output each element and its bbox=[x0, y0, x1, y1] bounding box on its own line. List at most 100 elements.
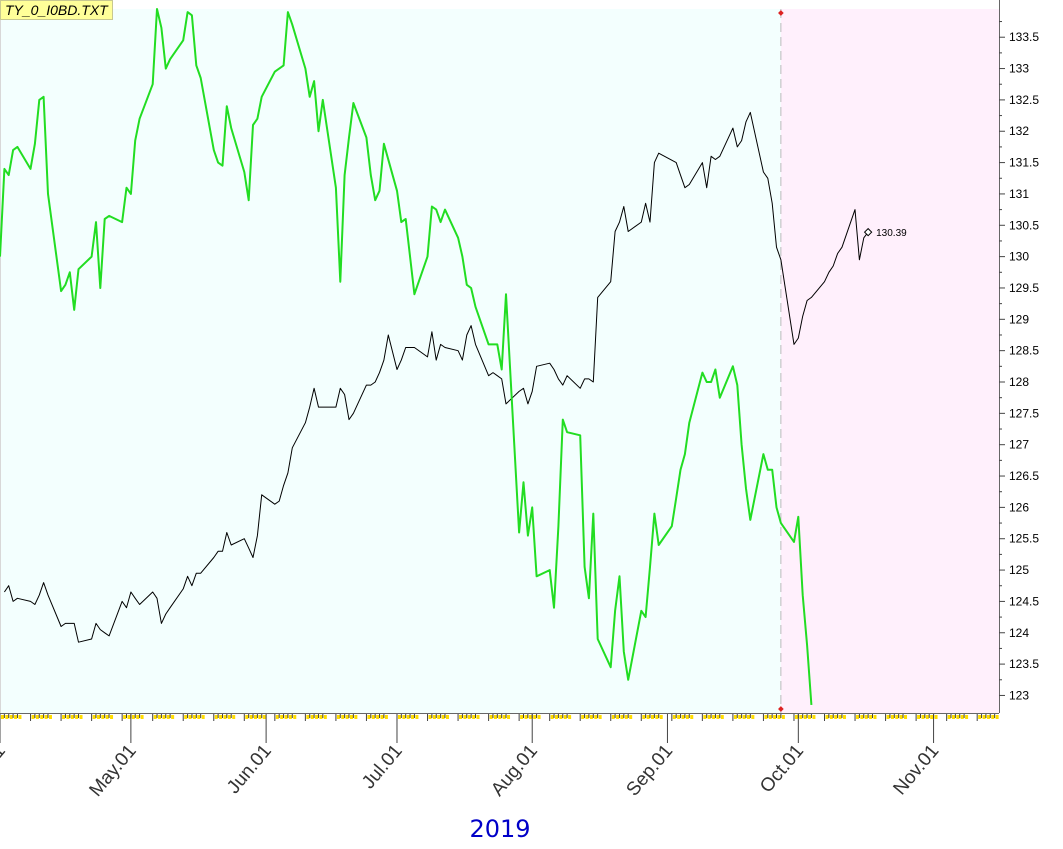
y-tick-label: 126.5 bbox=[1009, 469, 1039, 483]
date-tick-marker bbox=[367, 715, 371, 719]
y-tick-label: 130 bbox=[1009, 250, 1029, 264]
date-tick-marker bbox=[188, 715, 192, 719]
date-tick-marker bbox=[437, 715, 441, 719]
y-tick-label: 126 bbox=[1009, 500, 1029, 514]
x-axis: Apr.01 May.01 Jun.01 Jul.01 Aug.01 Sep.01 Oct.… bbox=[0, 714, 943, 801]
date-tick-marker bbox=[681, 715, 685, 719]
date-tick-marker bbox=[415, 715, 419, 719]
date-tick-marker bbox=[773, 715, 777, 719]
x-tick-label: Aug.01 bbox=[487, 741, 542, 801]
date-tick-marker bbox=[982, 715, 986, 719]
date-tick-marker bbox=[834, 715, 838, 719]
date-tick-marker bbox=[197, 715, 201, 719]
date-tick-marker bbox=[472, 715, 476, 719]
projection-background bbox=[780, 9, 999, 713]
date-tick-marker bbox=[397, 715, 401, 719]
date-tick-marker bbox=[153, 715, 157, 719]
date-tick-marker bbox=[803, 715, 807, 719]
date-tick-marker bbox=[869, 715, 873, 719]
date-tick-marker bbox=[742, 715, 746, 719]
date-tick-marker bbox=[162, 715, 166, 719]
date-tick-marker bbox=[315, 715, 319, 719]
date-tick-marker bbox=[685, 715, 689, 719]
date-tick-marker bbox=[105, 715, 109, 719]
date-tick-marker bbox=[258, 715, 262, 719]
y-tick-label: 128.5 bbox=[1009, 344, 1039, 358]
date-tick-marker bbox=[31, 715, 35, 719]
date-tick-marker bbox=[707, 715, 711, 719]
date-tick-marker bbox=[14, 715, 18, 719]
date-tick-marker bbox=[158, 715, 162, 719]
date-tick-marker bbox=[651, 715, 655, 719]
date-tick-marker bbox=[751, 715, 755, 719]
last-value-label: 130.39 bbox=[876, 228, 907, 239]
date-tick-marker bbox=[44, 715, 48, 719]
y-tick-label: 124.5 bbox=[1009, 594, 1039, 608]
date-tick-marker bbox=[201, 715, 205, 719]
date-tick-marker bbox=[232, 715, 236, 719]
y-tick-label: 129 bbox=[1009, 312, 1029, 326]
date-tick-marker bbox=[123, 715, 127, 719]
date-tick-strip bbox=[0, 714, 999, 721]
divider-bottom-marker bbox=[778, 706, 784, 712]
date-tick-marker bbox=[62, 715, 66, 719]
date-tick-marker bbox=[319, 715, 323, 719]
date-tick-marker bbox=[646, 715, 650, 719]
date-tick-marker bbox=[624, 715, 628, 719]
date-tick-marker bbox=[70, 715, 74, 719]
date-tick-marker bbox=[842, 715, 846, 719]
date-tick-marker bbox=[960, 715, 964, 719]
date-tick-marker bbox=[476, 715, 480, 719]
x-tick-label: May.01 bbox=[85, 741, 140, 801]
date-tick-marker bbox=[214, 715, 218, 719]
date-tick-marker bbox=[794, 715, 798, 719]
date-tick-marker bbox=[616, 715, 620, 719]
date-tick-marker bbox=[79, 715, 83, 719]
date-tick-marker bbox=[9, 715, 13, 719]
y-tick-label: 123 bbox=[1009, 688, 1029, 702]
x-tick-label: Jun.01 bbox=[223, 741, 276, 798]
y-tick-label: 133.5 bbox=[1009, 30, 1039, 44]
date-tick-marker bbox=[537, 715, 541, 719]
y-tick-label: 132 bbox=[1009, 124, 1029, 138]
date-tick-marker bbox=[925, 715, 929, 719]
y-tick-label: 128 bbox=[1009, 375, 1029, 389]
date-tick-marker bbox=[991, 715, 995, 719]
y-tick-label: 125.5 bbox=[1009, 532, 1039, 546]
date-tick-marker bbox=[965, 715, 969, 719]
date-tick-marker bbox=[917, 715, 921, 719]
date-tick-marker bbox=[655, 715, 659, 719]
date-tick-marker bbox=[838, 715, 842, 719]
date-tick-marker bbox=[520, 715, 524, 719]
y-axis: 123 123.5 124 124.5 125 125.5 126 126.5 127 127.5… bbox=[999, 21, 1039, 702]
date-tick-marker bbox=[825, 715, 829, 719]
date-tick-marker bbox=[136, 715, 140, 719]
y-tick-label: 131 bbox=[1009, 187, 1029, 201]
date-tick-marker bbox=[559, 715, 563, 719]
date-tick-marker bbox=[66, 715, 70, 719]
date-tick-marker bbox=[947, 715, 951, 719]
chart-title: TY_0_I0BD.TXT bbox=[0, 0, 113, 20]
date-tick-marker bbox=[712, 715, 716, 719]
date-tick-marker bbox=[354, 715, 358, 719]
date-tick-marker bbox=[864, 715, 868, 719]
date-tick-marker bbox=[280, 715, 284, 719]
y-tick-label: 125 bbox=[1009, 563, 1029, 577]
date-tick-marker bbox=[934, 715, 938, 719]
y-tick-label: 130.5 bbox=[1009, 218, 1039, 232]
date-tick-marker bbox=[498, 715, 502, 719]
date-tick-marker bbox=[432, 715, 436, 719]
date-tick-marker bbox=[310, 715, 314, 719]
date-tick-marker bbox=[5, 715, 9, 719]
date-tick-marker bbox=[860, 715, 864, 719]
last-value-marker bbox=[863, 227, 873, 237]
date-tick-marker bbox=[890, 715, 894, 719]
date-tick-marker bbox=[254, 715, 258, 719]
date-tick-marker bbox=[459, 715, 463, 719]
date-tick-marker bbox=[594, 715, 598, 719]
date-tick-marker bbox=[781, 715, 785, 719]
date-tick-marker bbox=[140, 715, 144, 719]
date-tick-marker bbox=[524, 715, 528, 719]
date-tick-marker bbox=[101, 715, 105, 719]
